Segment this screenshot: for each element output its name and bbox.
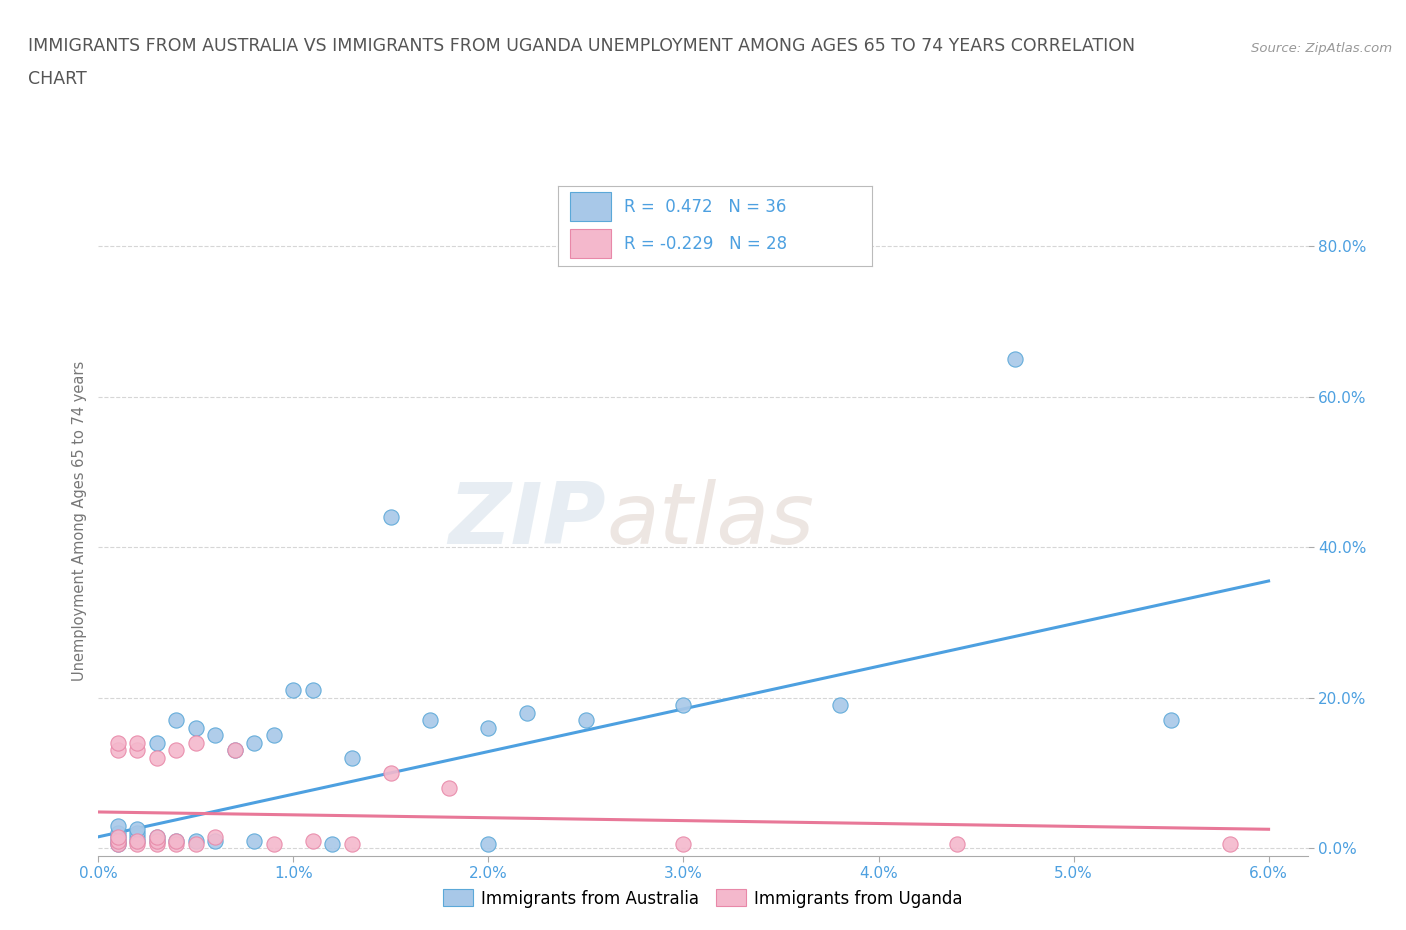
Point <box>146 751 169 765</box>
Point <box>107 826 129 841</box>
Point <box>340 751 363 765</box>
Point <box>204 830 226 844</box>
Point <box>302 833 325 848</box>
Point <box>283 683 305 698</box>
Point <box>165 743 187 758</box>
Text: Source: ZipAtlas.com: Source: ZipAtlas.com <box>1251 42 1392 55</box>
Point <box>127 822 149 837</box>
Point <box>127 833 149 848</box>
Point <box>672 698 695 712</box>
Point <box>321 837 343 852</box>
Point <box>146 837 169 852</box>
Point <box>146 833 169 848</box>
Point <box>107 830 129 844</box>
Point <box>107 837 129 852</box>
Legend: Immigrants from Australia, Immigrants from Uganda: Immigrants from Australia, Immigrants fr… <box>436 883 970 914</box>
Point <box>146 830 169 844</box>
Point <box>945 837 967 852</box>
Point <box>1160 712 1182 727</box>
Point <box>107 743 129 758</box>
Text: CHART: CHART <box>28 70 87 87</box>
Point <box>127 736 149 751</box>
Text: ZIP: ZIP <box>449 479 606 563</box>
Point <box>107 830 129 844</box>
Point <box>1219 837 1241 852</box>
Point <box>263 728 285 743</box>
Point <box>184 736 207 751</box>
Point <box>302 683 325 698</box>
Point <box>107 818 129 833</box>
Point <box>224 743 246 758</box>
Point <box>146 736 169 751</box>
Point <box>165 833 187 848</box>
Point <box>243 736 266 751</box>
Point <box>146 830 169 844</box>
Point <box>107 837 129 852</box>
Text: atlas: atlas <box>606 479 814 563</box>
Point <box>146 833 169 848</box>
Point <box>107 736 129 751</box>
Point <box>165 712 187 727</box>
Point <box>516 705 538 720</box>
Point <box>165 833 187 848</box>
Point <box>828 698 851 712</box>
Point <box>224 743 246 758</box>
Point <box>127 837 149 852</box>
Point <box>184 837 207 852</box>
Point <box>340 837 363 852</box>
Point <box>107 833 129 848</box>
Point <box>127 830 149 844</box>
Point <box>165 837 187 852</box>
Point <box>477 837 499 852</box>
Point <box>107 833 129 848</box>
Point <box>204 833 226 848</box>
Point <box>243 833 266 848</box>
Point <box>439 780 461 795</box>
Point <box>380 765 402 780</box>
Point <box>127 826 149 841</box>
Point <box>1004 352 1026 366</box>
Point <box>477 720 499 735</box>
Point <box>204 728 226 743</box>
Point <box>672 837 695 852</box>
Point <box>127 833 149 848</box>
Point <box>184 833 207 848</box>
Y-axis label: Unemployment Among Ages 65 to 74 years: Unemployment Among Ages 65 to 74 years <box>72 361 87 681</box>
Point <box>380 510 402 525</box>
Point <box>127 743 149 758</box>
Text: IMMIGRANTS FROM AUSTRALIA VS IMMIGRANTS FROM UGANDA UNEMPLOYMENT AMONG AGES 65 T: IMMIGRANTS FROM AUSTRALIA VS IMMIGRANTS … <box>28 37 1135 55</box>
Point <box>184 720 207 735</box>
Point <box>419 712 441 727</box>
Point <box>575 712 598 727</box>
Point <box>263 837 285 852</box>
